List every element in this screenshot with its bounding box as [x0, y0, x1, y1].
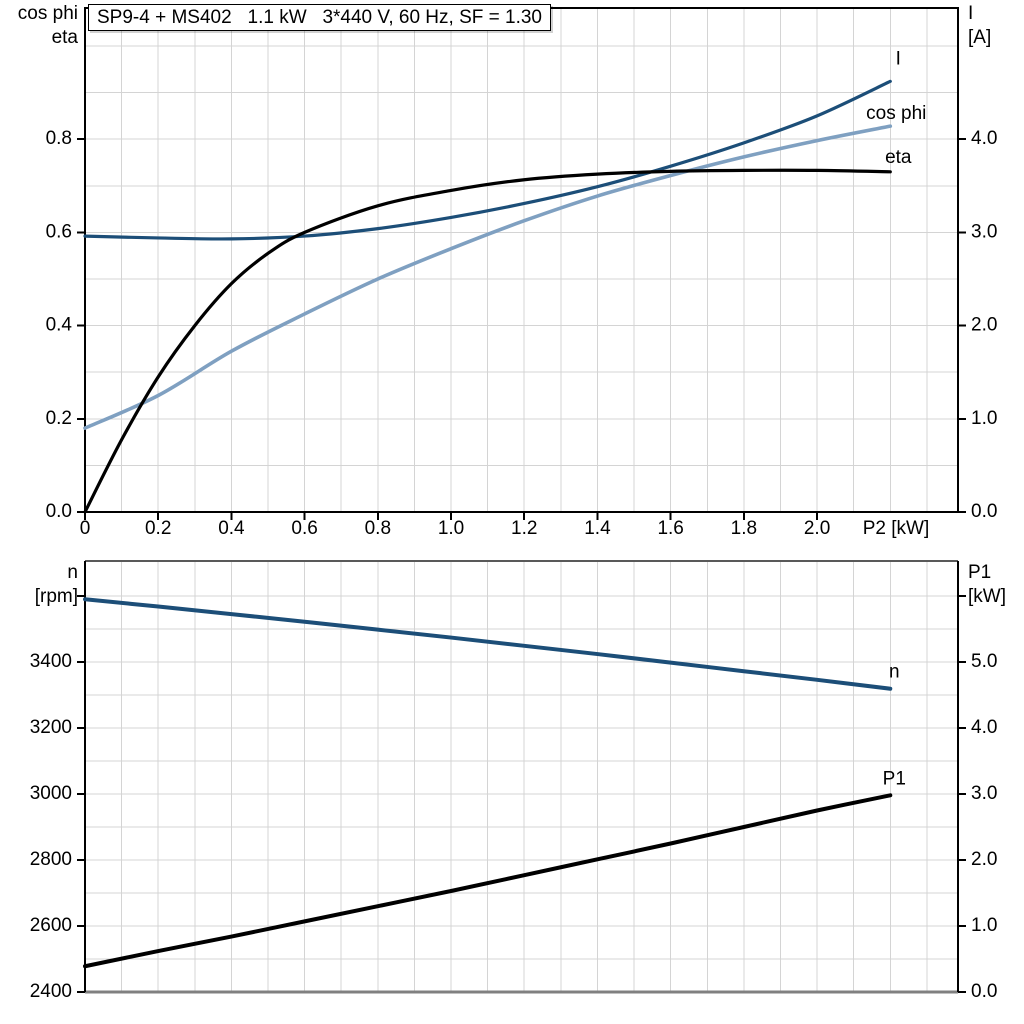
left-axis-tick-label: 3400: [30, 651, 72, 672]
right-axis-tick-label: 1.0: [971, 915, 997, 936]
curve-P1: [83, 793, 893, 969]
right-axis-tick-label: 0.0: [971, 981, 997, 1002]
right-axis-tick-label: 3.0: [971, 783, 997, 804]
left-axis-label: [rpm]: [35, 586, 78, 607]
right-axis-label: P1: [968, 562, 991, 583]
right-axis-tick-label: 2.0: [971, 315, 997, 336]
plot-frame: [84, 7, 959, 513]
x-axis-title: P2 [kW]: [863, 518, 930, 539]
right-axis-tick-label: 0.0: [971, 501, 997, 522]
right-axis-tick-label: 5.0: [971, 651, 997, 672]
x-axis-tick-label: 0.8: [365, 518, 391, 539]
right-axis-tick-label: 4.0: [971, 717, 997, 738]
right-axis-label: I: [968, 3, 973, 24]
right-axis-tick-label: 1.0: [971, 408, 997, 429]
curve-I: [83, 79, 892, 241]
x-axis-tick-label: 0: [80, 518, 91, 539]
curve-label-n: n: [889, 662, 900, 683]
left-axis-tick-label: 0.4: [46, 315, 73, 336]
right-axis-label: [A]: [968, 27, 991, 48]
left-axis-label: eta: [52, 27, 79, 48]
curve-n: [83, 597, 893, 691]
x-axis-tick-label: 1.0: [438, 518, 464, 539]
left-axis-tick-label: 2400: [30, 981, 72, 1002]
curve-cos-phi: [83, 124, 893, 430]
left-axis-tick-label: 3000: [30, 783, 72, 804]
left-axis-tick-label: 3200: [30, 717, 72, 738]
curve-label-eta: eta: [885, 147, 912, 168]
x-axis-tick-label: 1.2: [511, 518, 537, 539]
x-axis-tick-label: 2.0: [804, 518, 830, 539]
left-axis-tick-label: 0.6: [46, 221, 72, 242]
right-axis-label: [kW]: [968, 586, 1006, 607]
curve-label-P1: P1: [883, 768, 906, 789]
left-axis-tick-label: 0.8: [46, 128, 72, 149]
plot-bottom: [77, 560, 966, 994]
plot-top: [77, 7, 966, 520]
x-axis-tick-label: 1.4: [584, 518, 611, 539]
left-axis-tick-label: 2800: [30, 849, 72, 870]
x-axis-tick-label: 0.6: [291, 518, 317, 539]
curve-eta: [83, 168, 892, 514]
curve-label-I: I: [896, 48, 901, 69]
chart-title-box: SP9-4 + MS402 1.1 kW 3*440 V, 60 Hz, SF …: [88, 4, 551, 31]
left-axis-label: cos phi: [18, 3, 78, 24]
x-axis-tick-label: 1.8: [731, 518, 757, 539]
left-axis-tick-label: 0.2: [46, 408, 72, 429]
left-axis-label: n: [67, 562, 78, 583]
left-axis-tick-label: 0.0: [46, 501, 72, 522]
x-axis-tick-label: 0.4: [218, 518, 245, 539]
right-axis-tick-label: 2.0: [971, 849, 997, 870]
left-axis-tick-label: 2600: [30, 915, 72, 936]
right-axis-tick-label: 4.0: [971, 128, 997, 149]
right-axis-tick-label: 3.0: [971, 221, 997, 242]
x-axis-tick-label: 1.6: [657, 518, 683, 539]
curve-label-cos-phi: cos phi: [866, 103, 926, 124]
x-axis-tick-label: 0.2: [145, 518, 171, 539]
